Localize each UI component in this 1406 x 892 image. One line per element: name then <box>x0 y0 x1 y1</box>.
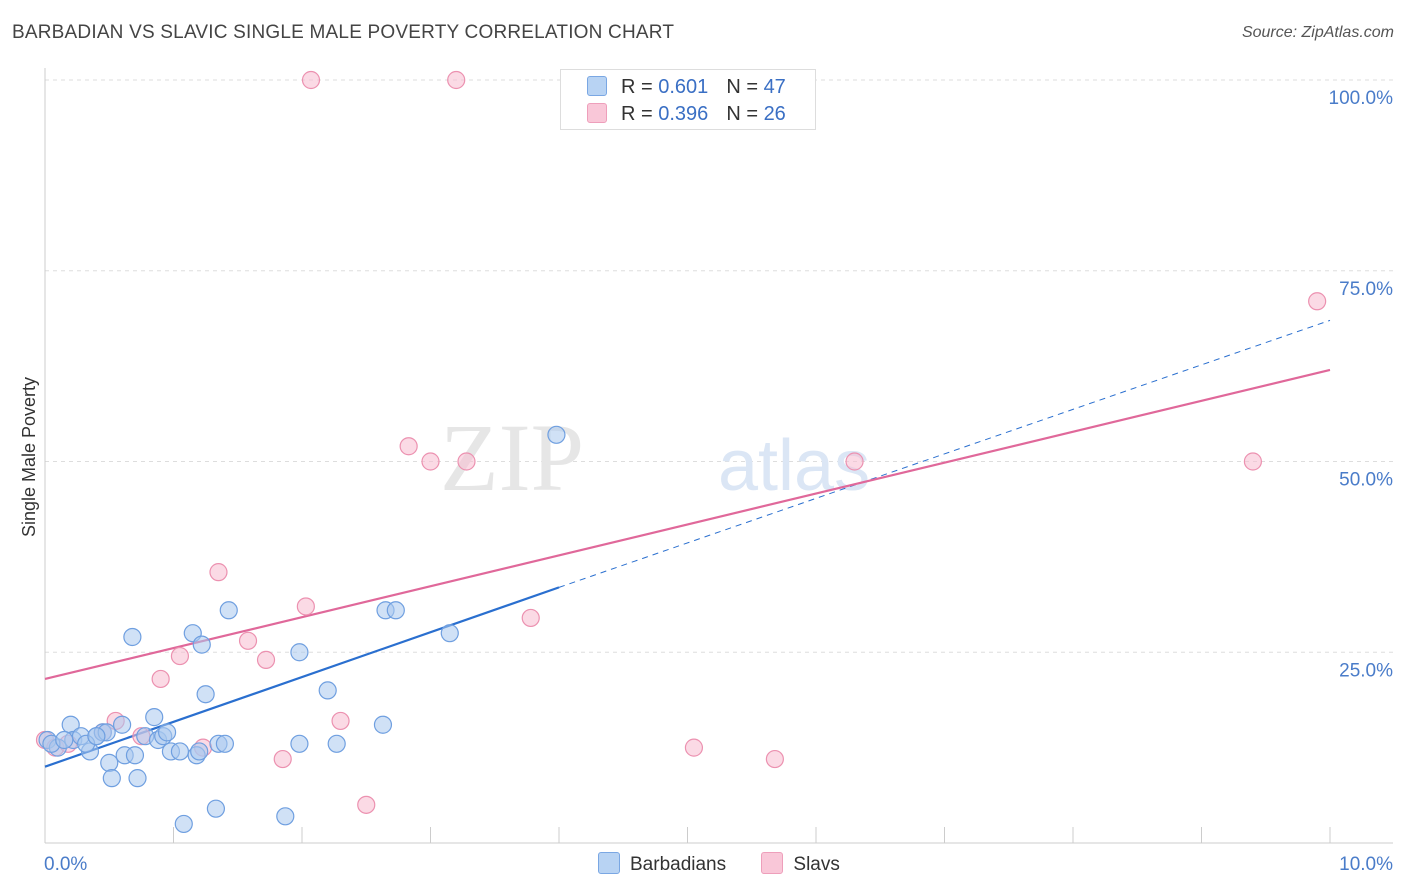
point-slavs <box>399 437 418 456</box>
legend-r-label: R = <box>621 103 653 125</box>
point-slavs <box>296 597 315 616</box>
point-slavs <box>1243 452 1263 471</box>
point-slavs <box>684 738 704 757</box>
point-barbadians <box>87 727 106 746</box>
point-slavs <box>457 452 476 471</box>
legend-r-label: R = <box>621 76 653 98</box>
grid-layer <box>45 79 1393 653</box>
point-slavs <box>521 608 540 628</box>
point-slavs <box>1308 292 1327 311</box>
y-tick-label: 75.0% <box>1339 279 1393 300</box>
series-swatch-slavs <box>761 852 784 874</box>
point-slavs <box>170 646 190 666</box>
y-axis-label: Single Male Poverty <box>19 377 39 537</box>
legend-n-label: N = <box>726 76 758 98</box>
tick-labels: 25.0% 50.0% 75.0% 100.0% 0.0% 10.0% <box>44 88 1393 875</box>
trend-line-slavs <box>44 368 1331 681</box>
point-slavs <box>238 631 258 650</box>
legend-n-label: N = <box>726 103 758 125</box>
point-barbadians <box>327 734 346 753</box>
trend-line-barbadians-extension <box>558 319 1331 588</box>
correlation-legend: R = 0.601 N = 47 R = 0.396 N = 26 <box>560 69 816 130</box>
point-barbadians <box>386 601 405 620</box>
point-slavs <box>151 669 170 689</box>
point-slavs <box>256 650 276 669</box>
y-tick-label: 25.0% <box>1339 660 1393 681</box>
point-barbadians <box>125 746 145 765</box>
series-legend-slavs[interactable]: Slavs <box>761 852 840 876</box>
point-barbadians <box>290 643 309 662</box>
point-slavs <box>301 70 321 90</box>
point-barbadians <box>123 627 142 647</box>
y-tick-label: 100.0% <box>1329 88 1394 109</box>
point-barbadians <box>145 708 164 727</box>
point-barbadians <box>192 635 211 654</box>
legend-swatch-slavs <box>587 103 607 123</box>
axes-layer <box>44 68 1393 844</box>
point-barbadians <box>112 715 132 734</box>
point-barbadians <box>55 730 74 750</box>
point-barbadians <box>157 723 177 742</box>
watermark-atlas: atlas <box>718 426 870 506</box>
point-barbadians <box>206 799 226 818</box>
legend-swatch-barbadians <box>587 76 607 96</box>
point-barbadians <box>440 624 459 643</box>
point-slavs <box>447 70 466 90</box>
point-slavs <box>209 563 228 582</box>
point-barbadians <box>373 715 393 734</box>
legend-r-value-slavs: 0.396 <box>658 103 709 125</box>
legend-r-value-barbadians: 0.601 <box>658 76 709 98</box>
point-barbadians <box>100 753 119 772</box>
point-barbadians <box>215 734 234 753</box>
points-layer <box>35 70 1327 834</box>
series-label-barbadians: Barbadians <box>630 854 727 875</box>
y-tick-label: 50.0% <box>1339 470 1393 491</box>
series-legend: Barbadians Slavs <box>598 852 870 876</box>
point-barbadians <box>276 807 295 826</box>
point-slavs <box>845 452 864 471</box>
series-legend-barbadians[interactable]: Barbadians <box>598 852 726 876</box>
point-slavs <box>357 795 376 814</box>
point-slavs <box>421 452 440 471</box>
series-label-slavs: Slavs <box>793 854 840 875</box>
point-barbadians <box>102 769 121 788</box>
point-barbadians <box>219 601 238 620</box>
point-slavs <box>331 711 350 731</box>
x-tick-label: 10.0% <box>1339 854 1393 875</box>
point-barbadians <box>318 681 337 700</box>
point-barbadians <box>128 769 147 788</box>
trend-lines <box>44 319 1331 768</box>
point-barbadians <box>190 742 209 761</box>
point-slavs <box>273 749 292 769</box>
point-barbadians <box>174 814 193 834</box>
legend-n-value-barbadians: 47 <box>763 76 786 98</box>
point-barbadians <box>170 742 190 761</box>
source-label: Source: ZipAtlas.com <box>1241 24 1394 41</box>
legend-n-value-slavs: 26 <box>763 103 786 125</box>
legend-row-barbadians: R = 0.601 N = 47 <box>587 76 786 100</box>
point-barbadians <box>547 425 566 444</box>
point-slavs <box>765 749 784 769</box>
trend-line-barbadians <box>44 586 560 768</box>
point-barbadians <box>290 734 309 753</box>
legend-row-slavs: R = 0.396 N = 26 <box>587 103 786 127</box>
x-tick-label: 0.0% <box>44 854 87 875</box>
series-swatch-barbadians <box>598 852 620 874</box>
point-barbadians <box>196 685 215 704</box>
chart-title: BARBADIAN VS SLAVIC SINGLE MALE POVERTY … <box>12 22 675 43</box>
